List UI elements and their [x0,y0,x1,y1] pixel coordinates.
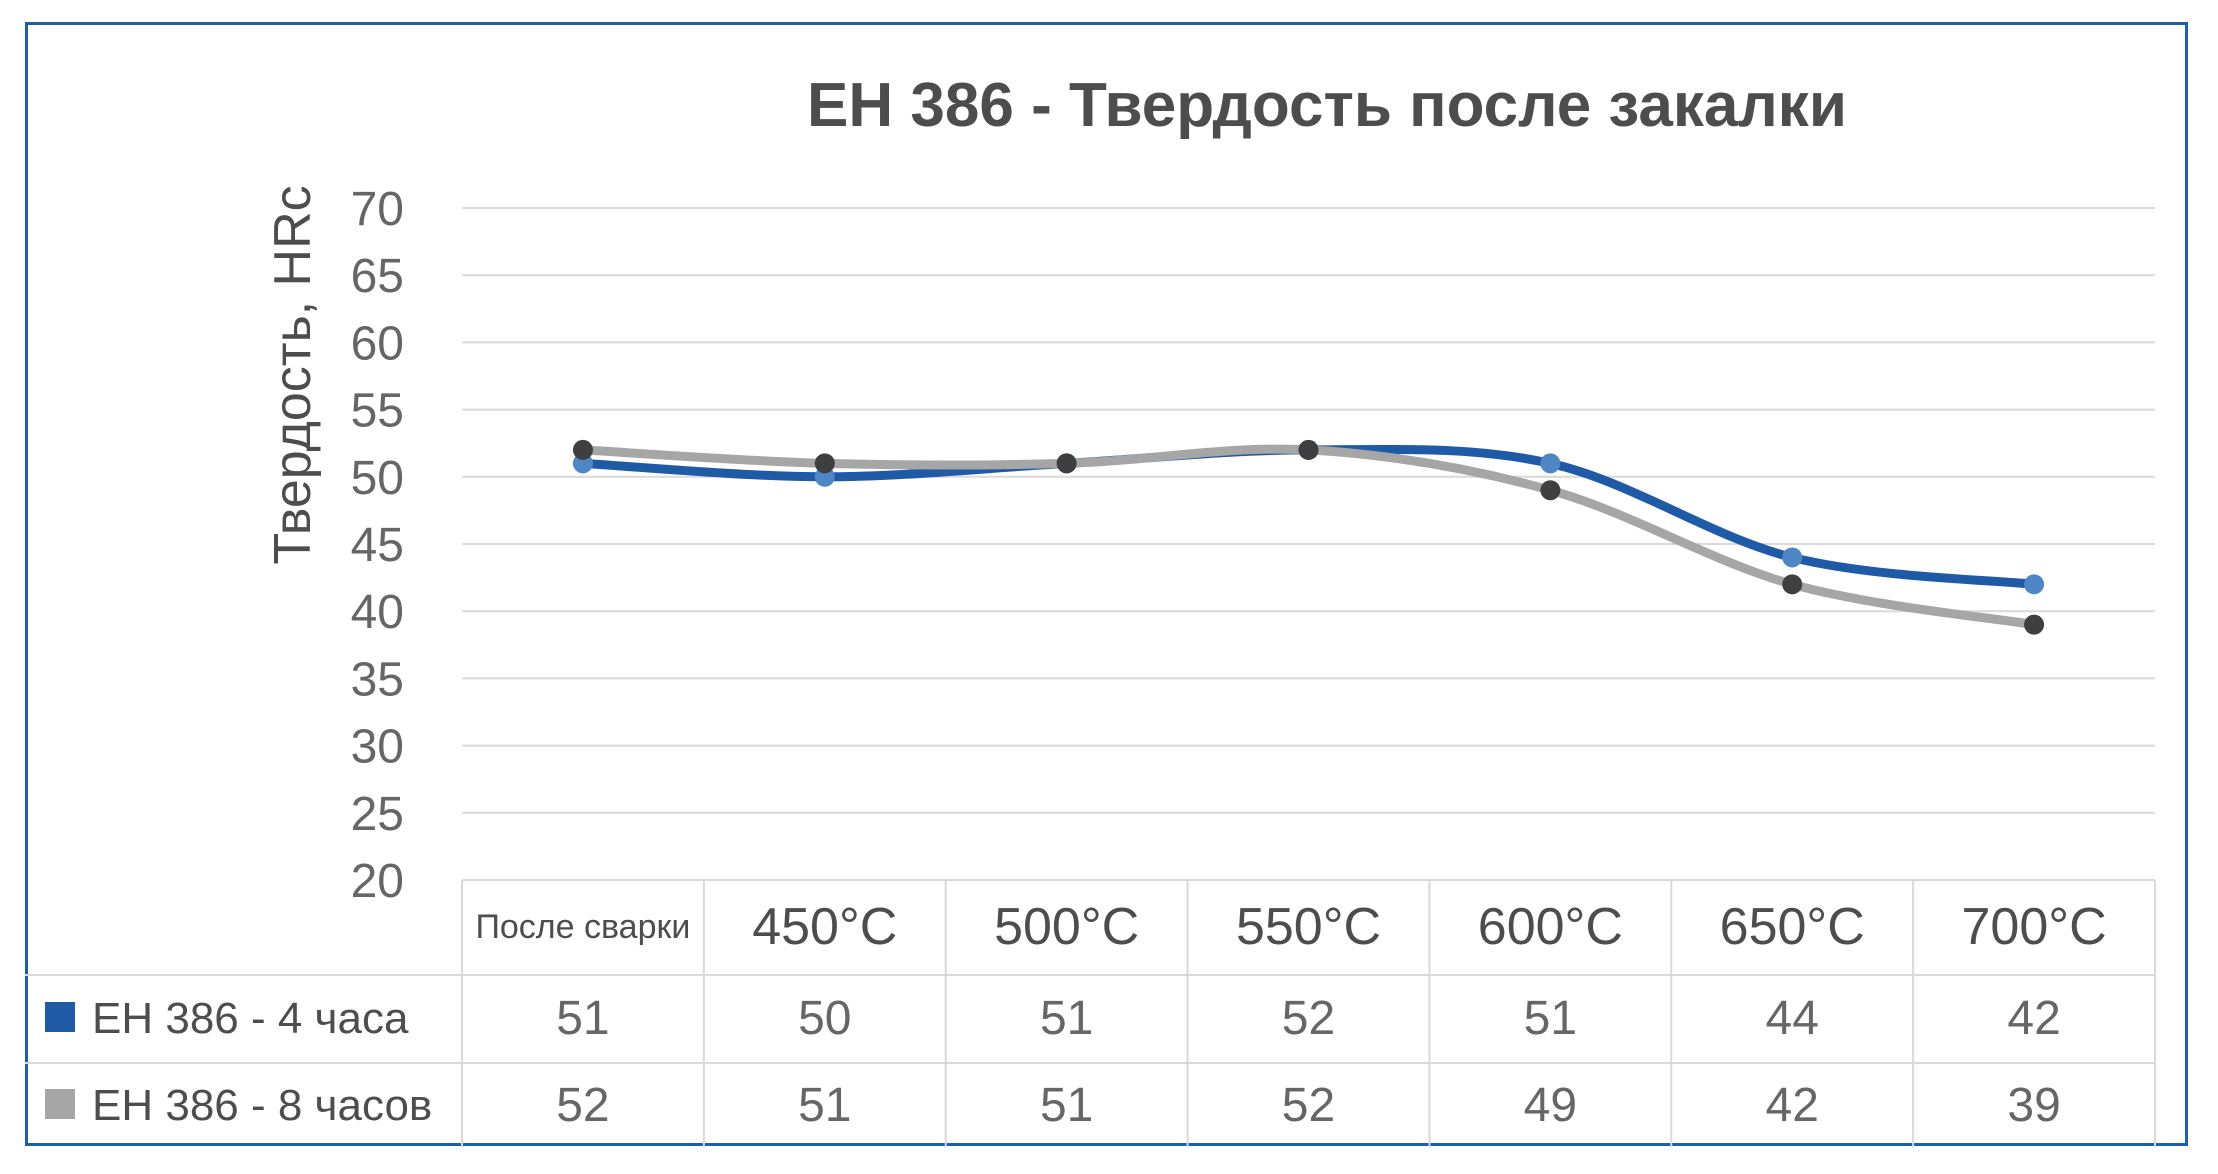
data-point-s0-6 [2024,574,2045,595]
table-cell-s1-6: 39 [2007,1079,2060,1132]
y-tick-label-45: 45 [351,519,404,572]
y-tick-label-35: 35 [351,653,404,706]
table-cell-s1-0: 52 [556,1079,609,1132]
y-tick-label-50: 50 [351,452,404,505]
table-cell-s0-1: 50 [798,992,851,1045]
table-cell-s0-0: 51 [556,992,609,1045]
y-tick-label-65: 65 [351,250,404,303]
y-tick-label-25: 25 [351,788,404,841]
chart-frame [25,22,2188,1146]
legend-label-1: ЕН 386 - 8 часов [92,1081,432,1130]
y-tick-label-40: 40 [351,586,404,639]
data-point-s1-5 [1782,574,1803,595]
legend-key-1 [45,1089,75,1119]
y-tick-labels: 20 25 30 35 40 45 50 55 60 65 70 [351,183,404,908]
table-cell-s0-3: 52 [1282,992,1335,1045]
y-tick-label-30: 30 [351,721,404,774]
category-label-2: 500°C [994,898,1139,956]
category-label-6: 700°C [1962,898,2107,956]
category-label-4: 600°C [1478,898,1623,956]
legend-label-0: ЕН 386 - 4 часа [92,994,409,1043]
table-cell-s0-2: 51 [1040,992,1093,1045]
category-label-1: 450°C [752,898,897,956]
table-cell-s0-6: 42 [2007,992,2060,1045]
data-point-s1-0 [572,439,593,460]
y-axis-label: Твердость, HRc [264,185,322,564]
data-point-s0-4 [1540,453,1561,474]
table-cell-s0-4: 51 [1524,992,1577,1045]
data-point-s1-4 [1540,480,1561,501]
data-point-s1-6 [2024,614,2045,635]
grid-layer [462,207,2155,814]
data-table: После сварки 450°C 500°C 550°C 600°C 650°C 700… [25,879,2156,1147]
table-cell-s0-5: 44 [1766,992,1819,1045]
data-point-s0-5 [1782,547,1803,568]
table-cell-s1-5: 42 [1766,1079,1819,1132]
y-tick-label-60: 60 [351,317,404,370]
y-tick-label-20: 20 [351,855,404,908]
category-label-0: После сварки [475,908,690,946]
legend-key-0 [45,1002,75,1032]
y-tick-label-55: 55 [351,385,404,438]
table-cell-s1-3: 52 [1282,1079,1335,1132]
series-layer [572,439,2045,635]
series-line-0 [578,444,2039,589]
table-cell-s1-1: 51 [798,1079,851,1132]
category-label-5: 650°C [1720,898,1865,956]
data-point-s1-3 [1298,439,1319,460]
data-point-s1-1 [814,453,835,474]
category-label-3: 550°C [1236,898,1381,956]
y-tick-label-70: 70 [351,183,404,236]
table-cell-s1-4: 49 [1524,1079,1577,1132]
table-cell-s1-2: 51 [1040,1079,1093,1132]
data-point-s1-2 [1056,453,1077,474]
chart-title: ЕН 386 - Твердость после закалки [807,71,1847,140]
